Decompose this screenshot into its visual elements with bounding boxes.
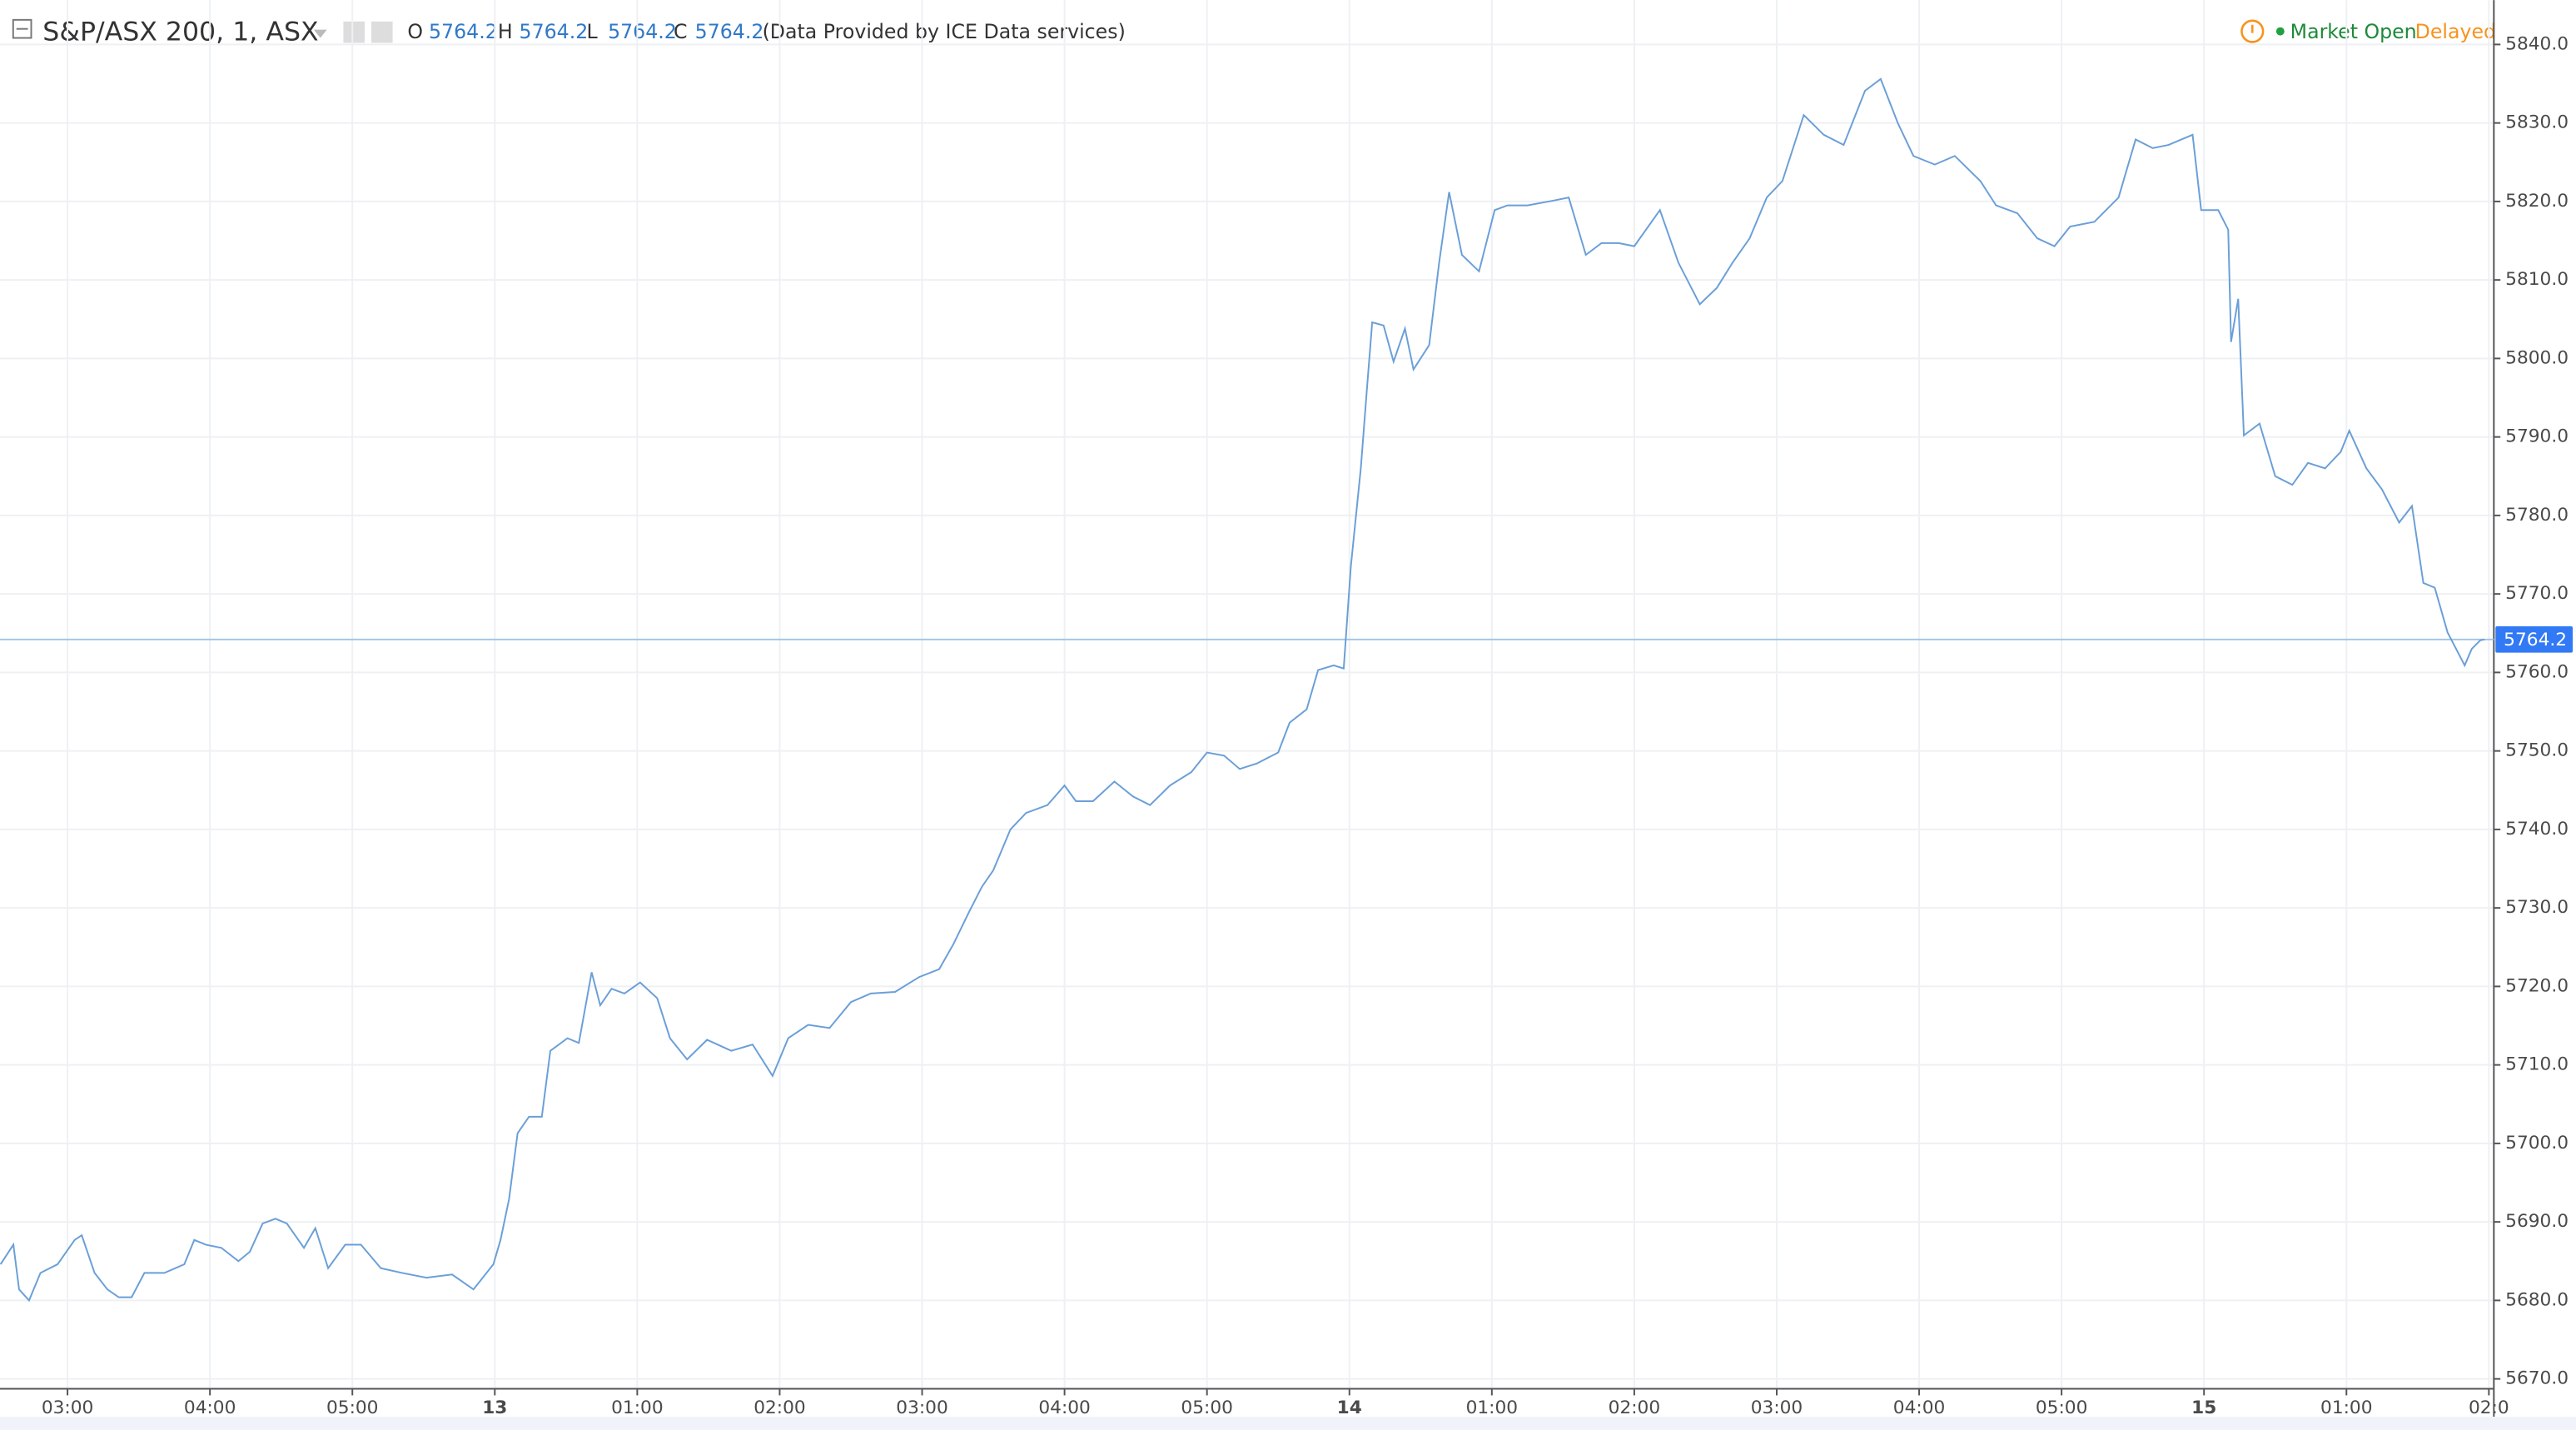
source-note: (Data Provided by ICE Data services) [763, 20, 1126, 43]
x-tick-label: 01:00 [611, 1398, 663, 1418]
ohlc-label: O [407, 20, 423, 43]
x-tick-label: 01:00 [1466, 1398, 1519, 1418]
x-tick-label: 14 [1337, 1398, 1362, 1418]
x-tick-label: 02:00 [753, 1398, 806, 1418]
y-tick-label: 5790.0 [2505, 426, 2569, 447]
ohlc-label: H [498, 20, 513, 43]
x-tick-label: 03:00 [1751, 1398, 1803, 1418]
y-tick-label: 5680.0 [2505, 1289, 2569, 1310]
last-price-badge [2495, 626, 2574, 653]
y-tick-label: 5720.0 [2505, 975, 2569, 996]
eye-icon[interactable] [343, 21, 366, 43]
y-tick-label: 5840.0 [2505, 33, 2569, 54]
price-line [0, 77, 2485, 1303]
y-tick-label: 5800.0 [2505, 347, 2569, 368]
x-tick-label: 04:00 [184, 1398, 236, 1418]
y-tick-label: 5750.0 [2505, 740, 2569, 761]
x-tick-label: 05:00 [326, 1398, 379, 1418]
last-price-label: 5764.2 [2504, 630, 2567, 650]
market-status: Market Open [2290, 20, 2417, 43]
y-tick-label: 5730.0 [2505, 897, 2569, 918]
ohlc-label: C [674, 20, 688, 43]
y-tick-label: 5760.0 [2505, 661, 2569, 682]
x-tick-label: 04:00 [1893, 1398, 1946, 1418]
x-tick-label: 05:00 [1181, 1398, 1233, 1418]
dropdown-arrow[interactable] [313, 29, 327, 38]
settings-icon[interactable] [370, 21, 393, 43]
warning-icon[interactable] [2240, 19, 2265, 43]
x-tick-label: 02:00 [1609, 1398, 1661, 1418]
y-tick-label: 5810.0 [2505, 269, 2569, 290]
x-tick-label: 01:00 [2320, 1398, 2373, 1418]
collapse-icon[interactable] [12, 18, 32, 39]
y-tick-label: 5820.0 [2505, 191, 2569, 212]
y-tick-label: 5690.0 [2505, 1211, 2569, 1232]
x-tick-label: 05:00 [2036, 1398, 2088, 1418]
ohlc-value: 5764.2 [429, 20, 498, 43]
ohlc-value: 5764.2 [695, 20, 764, 43]
ohlc-value: 5764.2 [520, 20, 589, 43]
x-tick-label: 02:0 [2469, 1398, 2509, 1418]
x-tick-label: 13 [482, 1398, 507, 1418]
y-tick-label: 5710.0 [2505, 1054, 2569, 1075]
ohlc-value: 5764.2 [608, 20, 677, 43]
x-tick-label: 03:00 [896, 1398, 948, 1418]
ohlc-label: L [586, 20, 598, 43]
x-tick-label: 04:00 [1038, 1398, 1091, 1418]
y-tick-label: 5770.0 [2505, 583, 2569, 604]
y-tick-label: 5670.0 [2505, 1368, 2569, 1389]
y-tick-label: 5780.0 [2505, 505, 2569, 526]
status-dot [2275, 27, 2285, 36]
y-tick-label: 5740.0 [2505, 819, 2569, 840]
delay-status: Delayed [2415, 20, 2496, 43]
chart-title: S&P/ASX 200, 1, ASX [42, 17, 318, 47]
y-tick-label: 5830.0 [2505, 112, 2569, 133]
x-tick-label: 03:00 [42, 1398, 94, 1418]
y-tick-label: 5700.0 [2505, 1133, 2569, 1153]
bottom-strip [0, 1417, 2576, 1430]
x-tick-label: 15 [2191, 1398, 2216, 1418]
